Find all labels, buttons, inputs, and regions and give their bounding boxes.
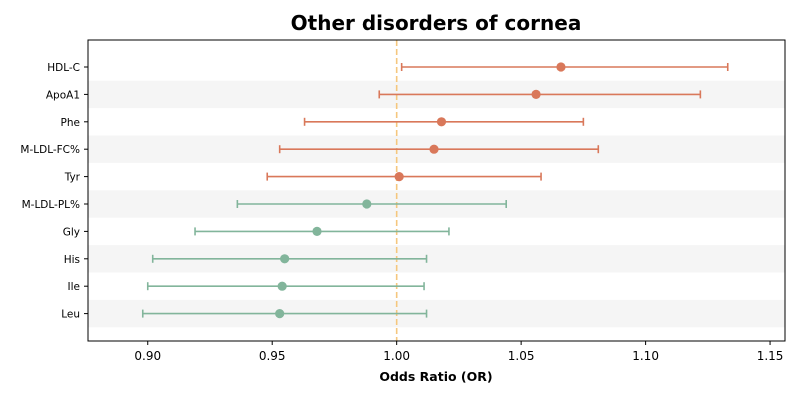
x-tick-label: 1.00: [383, 349, 410, 363]
x-tick-label: 1.05: [508, 349, 535, 363]
x-tick-label: 1.15: [757, 349, 784, 363]
y-tick-label: Phe: [61, 117, 80, 129]
y-tick-label: M-LDL-PL%: [22, 199, 80, 211]
y-axis-ticks: HDL-C ApoA1 Phe M-LDL-FC% Tyr M-LDL-PL% Gly His…: [20, 62, 88, 321]
chart-title: Other disorders of cornea: [291, 11, 582, 35]
x-axis-ticks: 0.90 0.95 1.00 1.05 1.10 1.15: [134, 341, 783, 363]
estimate-point: [436, 117, 447, 127]
y-tick-label: M-LDL-FC%: [20, 144, 80, 156]
x-axis-label: Odds Ratio (OR): [379, 369, 492, 384]
x-tick-label: 1.10: [632, 349, 659, 363]
y-tick-label: His: [64, 254, 80, 266]
estimate-point: [531, 89, 541, 99]
x-tick-label: 0.90: [134, 349, 161, 363]
y-tick-label: HDL-C: [47, 62, 80, 74]
data-marks: [141, 62, 729, 319]
plot-frame: [87, 39, 786, 342]
estimate-point: [275, 309, 285, 319]
estimate-point: [394, 172, 404, 182]
x-tick-label: 0.95: [259, 349, 286, 363]
estimate-point: [556, 62, 566, 72]
estimate-point: [280, 254, 290, 264]
y-tick-label: Tyr: [64, 172, 81, 184]
y-tick-label: ApoA1: [46, 89, 80, 101]
y-tick-label: Leu: [61, 309, 80, 321]
y-tick-label: Gly: [63, 226, 80, 238]
estimate-point: [429, 144, 439, 154]
y-tick-label: Ile: [68, 281, 80, 293]
estimate-point: [277, 281, 287, 291]
estimate-point: [362, 199, 372, 209]
estimate-point: [312, 226, 322, 236]
